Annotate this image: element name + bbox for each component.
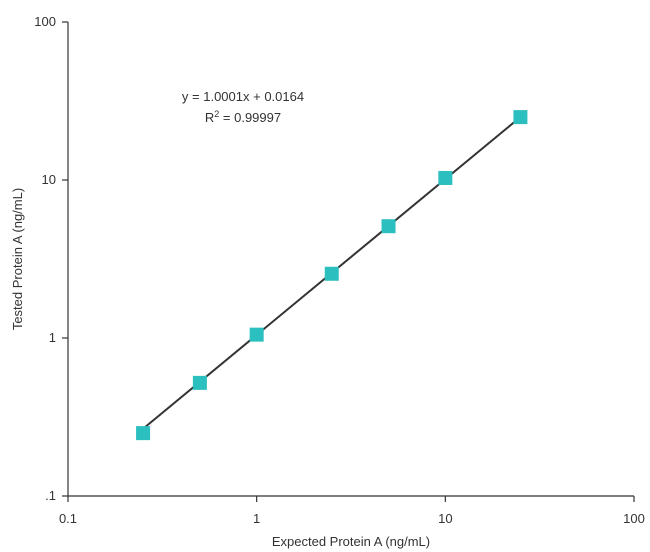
y-tick-label: 100	[34, 14, 56, 29]
data-point	[192, 375, 207, 390]
x-tick-label: 100	[623, 511, 645, 526]
r-squared-exponent: 2	[214, 109, 219, 119]
data-points	[136, 110, 528, 441]
y-axis-title: Tested Protein A (ng/mL)	[10, 188, 25, 330]
equation-label: y = 1.0001x + 0.0164	[182, 89, 304, 104]
data-point	[249, 327, 264, 342]
r-squared-label: R2 = 0.99997	[205, 109, 281, 125]
y-tick-label: 1	[49, 330, 56, 345]
x-axis-title: Expected Protein A (ng/mL)	[272, 534, 430, 549]
r-squared-value: = 0.99997	[219, 110, 281, 125]
y-tick-label: .1	[45, 488, 56, 503]
data-point	[513, 110, 528, 125]
data-point	[136, 426, 151, 441]
x-ticks: 0.1 1 10 100	[59, 496, 645, 526]
data-point	[381, 219, 396, 234]
data-point	[324, 266, 339, 281]
y-tick-label: 10	[42, 172, 56, 187]
x-tick-label: 0.1	[59, 511, 77, 526]
y-ticks: .1 1 10 100	[34, 14, 68, 503]
data-point	[438, 170, 453, 185]
x-tick-label: 10	[438, 511, 452, 526]
x-tick-label: 1	[253, 511, 260, 526]
r-squared-r: R	[205, 110, 214, 125]
